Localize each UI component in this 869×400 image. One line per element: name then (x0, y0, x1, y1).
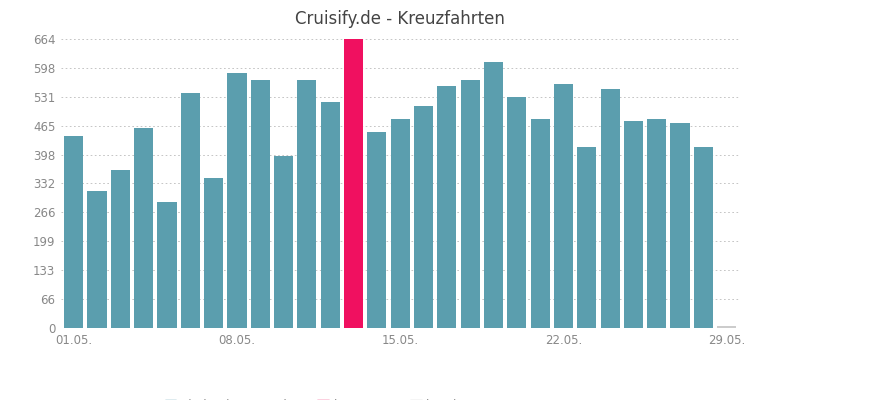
Bar (600, 88, 619, 328)
Bar (647, 119, 666, 328)
Bar (274, 156, 293, 328)
Bar (483, 62, 502, 328)
Legend: eindeutige Besucher, bester Tag, heutiger Tag: eindeutige Besucher, bester Tag, heutige… (160, 394, 504, 400)
Bar (297, 80, 316, 328)
Bar (134, 128, 153, 328)
Bar (507, 97, 526, 328)
Bar (437, 86, 456, 328)
Bar (321, 102, 340, 328)
Bar (554, 84, 573, 328)
Bar (204, 178, 223, 328)
Bar (181, 93, 200, 328)
Bar (64, 136, 83, 328)
Bar (88, 191, 107, 328)
Bar (623, 121, 642, 328)
Bar (530, 119, 549, 328)
Bar (367, 132, 386, 328)
Bar (460, 80, 479, 328)
Bar (157, 202, 176, 328)
Bar (576, 147, 595, 328)
Bar (414, 106, 433, 328)
Bar (250, 80, 269, 328)
Bar (343, 38, 362, 328)
Title: Cruisify.de - Kreuzfahrten: Cruisify.de - Kreuzfahrten (295, 10, 505, 28)
Bar (693, 147, 712, 328)
Bar (110, 170, 129, 328)
Bar (716, 326, 735, 328)
Bar (227, 73, 246, 328)
Bar (670, 124, 689, 328)
Bar (390, 119, 409, 328)
